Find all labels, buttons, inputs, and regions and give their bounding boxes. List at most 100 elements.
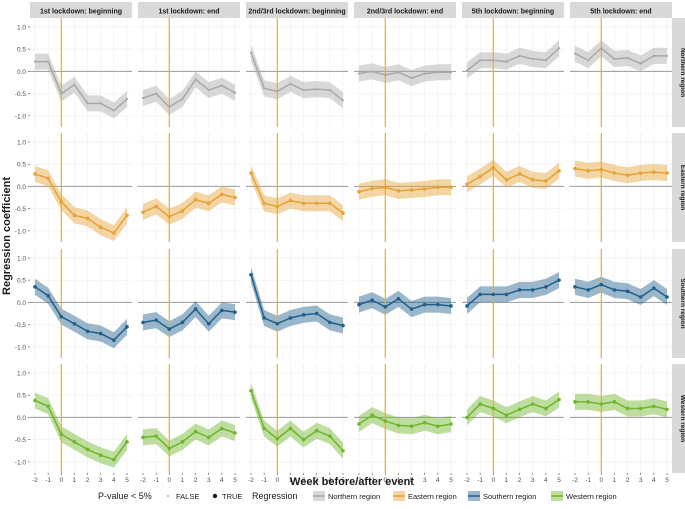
x-tick-label: -1 [477, 477, 483, 484]
legend-pvalue-false-symbol [166, 494, 170, 498]
data-point [288, 426, 293, 431]
panel-background [138, 133, 240, 242]
data-point [573, 400, 577, 404]
x-tick-label: 3 [423, 477, 427, 484]
legend-pvalue-title: P-value < 5% [98, 491, 152, 501]
data-point [180, 440, 185, 444]
data-point [423, 72, 426, 75]
x-tick-label: -2 [140, 477, 146, 484]
y-tick-label: 0.0 [17, 69, 26, 76]
series-line [142, 427, 236, 450]
series-line [34, 399, 128, 461]
confidence-ribbon [35, 165, 127, 242]
data-point [154, 204, 158, 209]
data-point [492, 59, 495, 62]
row-strip [672, 249, 685, 358]
x-tick-label: 1 [289, 477, 293, 484]
data-point [517, 172, 522, 176]
data-point [517, 407, 522, 412]
data-point [207, 88, 210, 92]
panel-background [30, 364, 132, 473]
panel [246, 364, 348, 473]
x-tick-label: 4 [652, 477, 656, 484]
data-point [544, 179, 548, 183]
data-point [544, 406, 548, 411]
series-line [358, 297, 452, 310]
data-point [370, 413, 374, 417]
row-strip-label: Southern region [679, 278, 685, 328]
y-tick-label: 1.0 [17, 139, 26, 146]
data-point [587, 59, 590, 62]
panel-background [138, 364, 240, 473]
x-tick-label: 5 [125, 477, 129, 484]
y-axis-title: Regression coefficient [1, 177, 13, 295]
x-tick-label: 1 [397, 477, 401, 484]
data-point [275, 436, 280, 441]
row-strip [672, 18, 685, 127]
legend-regression-label: Eastern region [408, 492, 457, 501]
data-point [491, 406, 496, 411]
x-tick-label: 0 [167, 477, 171, 484]
column-strip [30, 2, 132, 18]
x-tick-label: -2 [32, 477, 38, 484]
panel [30, 249, 132, 358]
data-point [59, 432, 64, 437]
data-point [206, 201, 211, 206]
data-point [33, 172, 37, 176]
data-point [72, 440, 77, 444]
data-point [557, 397, 561, 402]
data-point [478, 402, 482, 406]
legend-regression-label: Northern region [328, 492, 380, 501]
x-tick-label: 5 [341, 477, 345, 484]
x-tick-label: 5 [233, 477, 237, 484]
data-point [504, 413, 509, 417]
series-line [358, 70, 451, 79]
data-point [396, 297, 401, 301]
data-point [263, 87, 266, 90]
confidence-ribbon [251, 44, 343, 109]
data-point [384, 73, 387, 77]
data-point [328, 201, 332, 206]
data-point [613, 57, 616, 61]
data-point [99, 102, 102, 105]
data-point [557, 278, 561, 282]
legend-regression-title: Regression [252, 491, 298, 501]
data-point [341, 323, 345, 328]
data-point [206, 321, 211, 326]
data-point [449, 71, 453, 74]
x-tick-label: -1 [45, 477, 51, 484]
panel [462, 18, 564, 127]
row-strip [672, 364, 685, 473]
data-point [465, 69, 469, 72]
data-point [665, 171, 669, 175]
data-point [371, 70, 374, 73]
data-point [449, 422, 453, 426]
data-point [206, 435, 211, 440]
data-point [612, 171, 617, 175]
data-point [154, 318, 158, 322]
data-point [530, 177, 535, 182]
data-point [181, 97, 184, 101]
x-tick-label: -2 [572, 477, 578, 484]
series-line [142, 307, 236, 330]
data-point [220, 426, 224, 431]
data-point [73, 83, 76, 86]
data-point [530, 288, 535, 292]
data-point [125, 440, 129, 444]
data-point [301, 201, 306, 206]
panel [138, 249, 240, 358]
data-point [220, 84, 223, 87]
x-tick-label: 4 [220, 477, 224, 484]
data-point [233, 91, 237, 94]
confidence-ribbon [467, 391, 559, 426]
x-tick-label: 3 [315, 477, 319, 484]
y-tick-label: 0.0 [17, 415, 26, 422]
data-point [314, 201, 319, 206]
data-point [652, 54, 655, 57]
series-line [35, 60, 128, 112]
data-point [167, 214, 172, 219]
x-tick-label: -1 [153, 477, 159, 484]
data-point [638, 406, 643, 411]
panel-background [138, 18, 240, 127]
data-point [46, 293, 50, 298]
